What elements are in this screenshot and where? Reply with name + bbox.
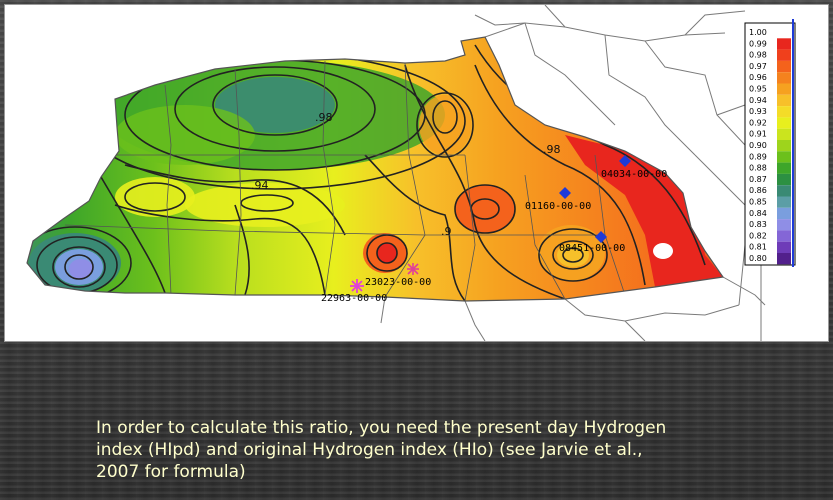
legend-value: 0.82 [749,231,767,240]
contour-label: .9 [441,225,452,238]
legend-value: 0.92 [749,118,767,127]
color-legend: 1.00 0.99 0.98 0.97 0.96 0.95 0.94 0.93 0.92 0.91… [744,19,796,267]
legend-swatch [777,151,791,163]
legend-value: 0.84 [749,209,767,218]
legend-value: 0.80 [749,254,767,263]
legend-swatch [777,173,791,186]
legend-value: 0.95 [749,85,767,94]
legend-swatch [777,106,791,118]
well-label: 23023-00-00 [365,277,431,288]
legend-swatch [777,27,791,39]
legend-swatch [777,196,791,208]
well-marker-icon [619,155,631,167]
legend-value: 0.93 [749,107,767,116]
legend-swatch [777,207,791,220]
caption-line: 2007 for formula) [96,462,246,482]
well-marker-icon [595,231,607,243]
contour-map: .98 .94 .98 .9 04034-00-00 01160-00-00 0… [4,4,829,342]
well-label-group: 04034-00-00 01160-00-00 08451-00-00 2302… [321,169,667,304]
legend-swatch [777,83,791,95]
caption-line: In order to calculate this ratio, you ne… [96,418,667,438]
contour-label: .98 [315,111,333,124]
legend-swatch [777,241,791,253]
legend-value: 0.89 [749,152,767,161]
well-label: 22963-00-00 [321,293,387,304]
legend-value: 0.94 [749,96,767,105]
legend-value: 0.90 [749,141,767,150]
well-marker-icon [559,187,571,199]
caption-text: In order to calculate this ratio, you ne… [96,417,796,483]
state-outline [26,36,725,302]
legend-swatch [777,128,791,140]
ratio-surface [27,37,723,301]
legend-swatch [777,117,791,129]
legend-swatch [777,162,791,174]
contour-label: .94 [251,179,269,192]
internal-county-lines [64,60,626,301]
well-label: 04034-00-00 [601,169,667,180]
county-boundaries [380,5,766,341]
well-star-icon [407,263,419,275]
legend-swatch [777,185,791,197]
legend-value: 0.98 [749,51,767,60]
legend-value: 0.87 [749,175,767,184]
legend-swatch [777,94,791,107]
well-star-icon [350,279,364,293]
legend-swatch [777,38,791,50]
legend-swatch [777,219,791,231]
contour-map-svg: .98 .94 .98 .9 04034-00-00 01160-00-00 0… [26,5,796,341]
well-markers [350,155,631,293]
legend-value: 0.88 [749,164,767,173]
contour-label: .98 [543,143,561,156]
legend-value: 0.91 [749,130,767,139]
caption-line: index (HIpd) and original Hydrogen index… [96,440,643,460]
contour-label-group: .98 .94 .98 .9 [251,111,561,238]
legend-value: 0.81 [749,243,767,252]
legend-value: 0.96 [749,73,767,82]
legend-swatch [777,49,791,61]
legend-value: 0.85 [749,198,767,207]
legend-swatch [777,140,791,152]
legend-value: 1.00 [749,28,767,37]
legend-value: 0.97 [749,62,767,71]
well-label: 01160-00-00 [525,201,591,212]
legend-value: 0.83 [749,220,767,229]
legend-value: 0.86 [749,186,767,195]
legend-swatch [777,230,791,242]
legend-value: 0.99 [749,39,767,48]
legend-swatch [777,253,791,265]
well-label: 08451-00-00 [559,243,625,254]
contour-lines [27,44,706,301]
legend-swatch [777,60,791,73]
legend-swatch [777,72,791,84]
